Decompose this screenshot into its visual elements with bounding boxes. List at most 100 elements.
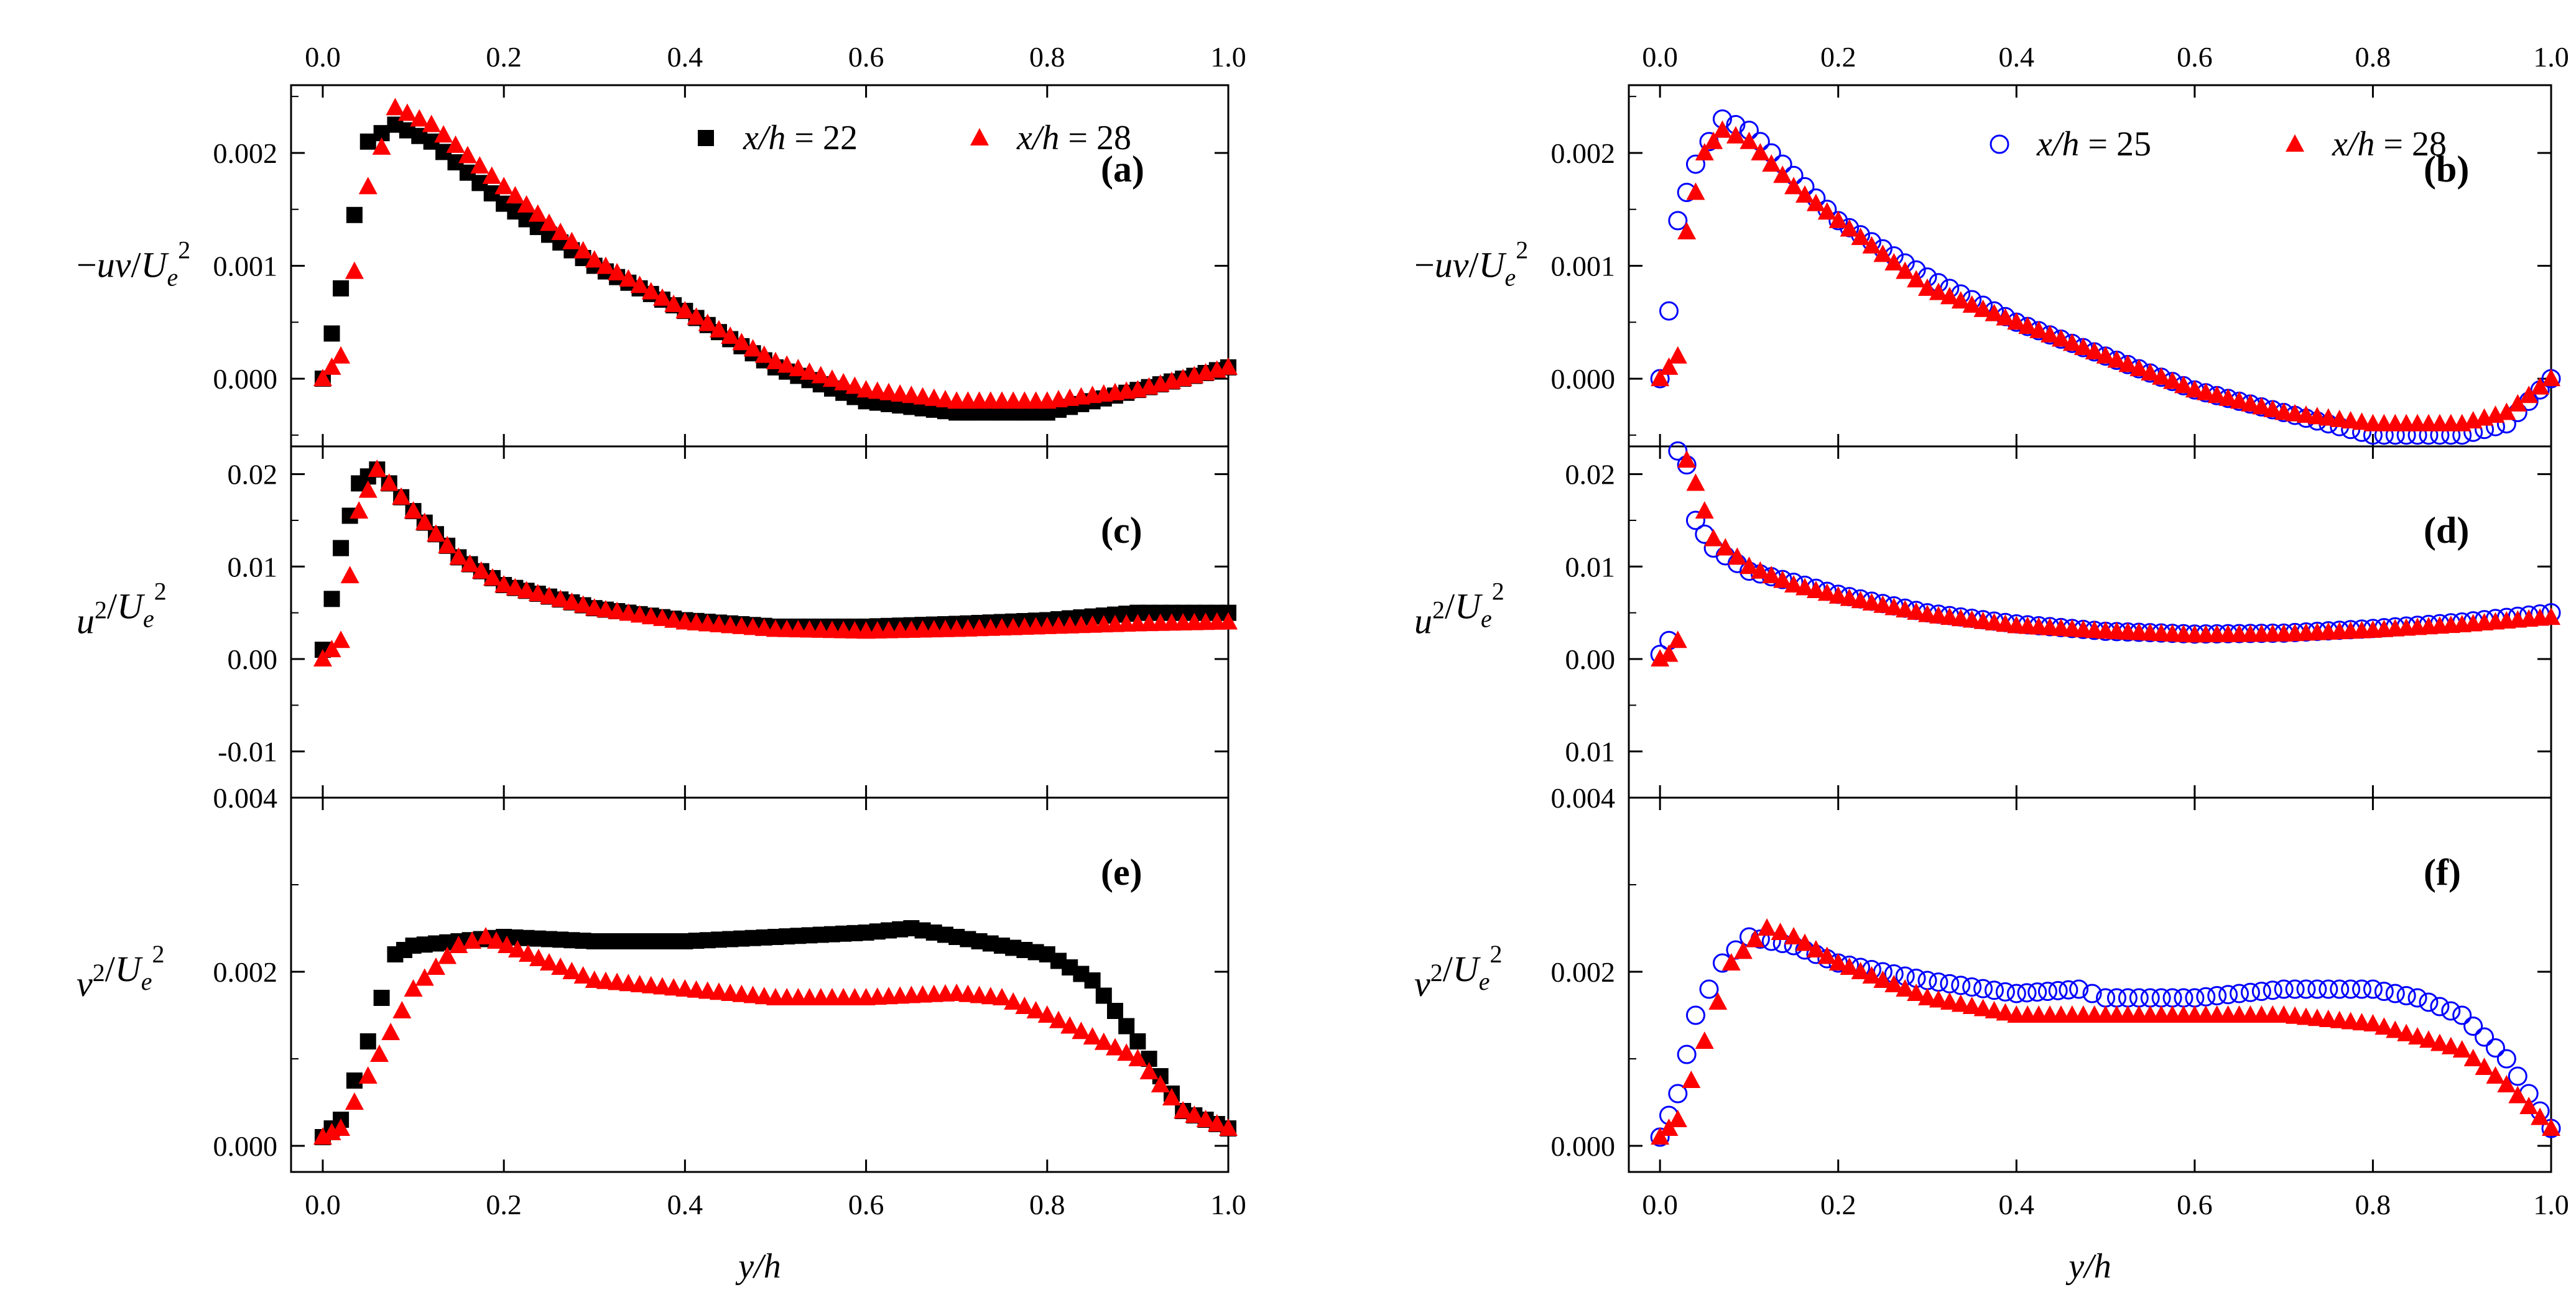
panel-b-ytick-label: 0.002 [1551,137,1616,169]
data-point-b-triangle [1762,154,1781,172]
data-point-d-triangle [1728,547,1747,565]
data-point-c-triangle [652,608,672,626]
data-point-a-triangle [845,376,864,394]
data-point-c-triangle [392,487,411,505]
data-point-f-triangle [2386,1020,2405,1038]
data-point-c-triangle [664,610,683,628]
data-point-b-circle [1659,301,1679,321]
data-point-f-circle [2430,997,2450,1017]
data-point-a-triangle [891,384,910,402]
data-point-f-triangle [1896,979,1915,997]
data-point-a-triangle [935,390,955,408]
data-point-f-circle [2307,979,2327,999]
data-point-d-triangle [1806,580,1825,598]
data-point-a-triangle [573,241,593,259]
data-point-e-triangle [1219,1118,1238,1136]
data-point-c-triangle [608,601,627,619]
data-point-c-triangle [340,566,359,584]
top-xtick-label-left: 0.6 [848,41,884,73]
data-point-f-triangle [1873,971,1893,988]
data-point-e-triangle [992,988,1011,1005]
data-point-f-circle [1962,977,1982,997]
data-point-c-triangle [1219,612,1238,630]
x-axis-label-left: y/h [735,1247,781,1286]
data-point-f-circle [1973,979,1993,998]
data-point-b-triangle [2152,367,2171,385]
data-point-f-triangle [1962,997,1981,1014]
panel-f-frame [1628,796,2552,1173]
data-point-a-triangle [410,109,429,127]
bottom-xtick-label-right: 0.8 [2355,1189,2391,1220]
data-point-c-triangle [471,561,491,579]
data-point-e-square [1118,1018,1135,1035]
data-point-b-triangle [1873,244,1893,262]
data-point-f-triangle [2307,1008,2327,1026]
data-point-d-triangle [1751,561,1770,579]
data-point-e-triangle [381,1023,401,1040]
data-point-e-triangle [539,953,558,971]
data-point-b-triangle [2062,333,2082,351]
data-point-a-triangle [585,250,604,268]
legend-marker-square [698,130,714,146]
data-point-e-triangle [573,966,593,984]
data-point-a-triangle [562,231,581,249]
data-point-c-triangle [743,617,762,635]
data-point-f-triangle [2296,1007,2315,1025]
data-point-b-triangle [2341,411,2360,429]
data-point-f-triangle [1733,941,1753,959]
data-point-a-triangle [539,213,558,231]
data-point-b-triangle [2531,377,2550,395]
data-point-a-triangle [630,275,649,293]
data-point-f-triangle [2352,1013,2371,1031]
data-point-e-triangle [1072,1021,1091,1040]
data-point-d-triangle [1668,630,1687,648]
data-point-e-triangle [608,972,627,990]
data-point-a-triangle [902,385,921,403]
data-point-b-triangle [2207,385,2226,403]
data-point-d-triangle [1929,606,1948,624]
data-point-f-triangle [1929,990,1948,1008]
data-point-a-triangle [517,195,536,213]
panel-b-ytick-label: 0.000 [1551,363,1616,395]
data-point-b-triangle [1668,346,1687,364]
data-point-b-circle [1685,154,1705,174]
data-point-a-triangle [608,262,627,280]
bottom-xtick-label-left: 0.2 [486,1189,522,1220]
data-point-e-triangle [1207,1114,1226,1132]
data-point-c-triangle [331,630,351,648]
data-point-c-triangle [641,607,660,625]
legend-label-right: x/h = 25 [2036,125,2151,164]
data-point-c-triangle [754,618,774,636]
data-point-a-triangle [800,362,819,380]
data-point-f-triangle [2531,1107,2550,1125]
data-point-e-triangle [619,974,638,992]
data-point-e-triangle [1151,1075,1170,1092]
data-point-a-triangle [879,382,898,400]
data-point-f-circle [2230,984,2249,1003]
bottom-xtick-label-right: 0.6 [2177,1189,2213,1220]
data-point-b-triangle [1695,142,1714,160]
data-point-b-triangle [2252,397,2271,415]
data-point-f-circle [2037,982,2057,1001]
data-point-f-triangle [1695,1031,1714,1049]
data-point-d-triangle [1985,612,2004,630]
data-point-a-triangle [754,345,774,363]
data-point-e-triangle [698,981,717,999]
data-point-a-triangle [551,223,570,241]
data-point-e-triangle [709,982,728,1000]
data-point-b-triangle [1985,303,2004,321]
data-point-c-triangle [438,535,457,553]
data-point-c-triangle [404,501,423,519]
data-point-b-triangle [2218,388,2238,406]
data-point-f-triangle [1996,1003,2015,1021]
data-point-c-triangle [562,592,581,610]
panel-f-ytick-label: 0.000 [1551,1130,1616,1162]
data-point-b-triangle [2296,405,2315,423]
data-point-c-triangle [619,603,638,621]
data-point-b-circle [1668,211,1688,231]
panel-d-ylabel: u2/Ue2 [1414,578,1504,642]
data-point-a-triangle [811,366,830,384]
data-point-c-triangle [675,612,695,630]
data-point-f-circle [2496,1049,2516,1069]
data-point-f-circle [2218,985,2238,1005]
